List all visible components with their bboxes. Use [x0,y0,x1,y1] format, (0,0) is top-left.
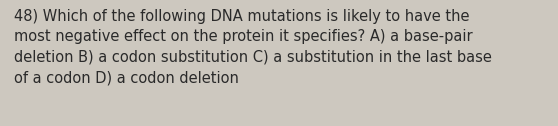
Text: 48) Which of the following DNA mutations is likely to have the
most negative eff: 48) Which of the following DNA mutations… [14,9,492,85]
